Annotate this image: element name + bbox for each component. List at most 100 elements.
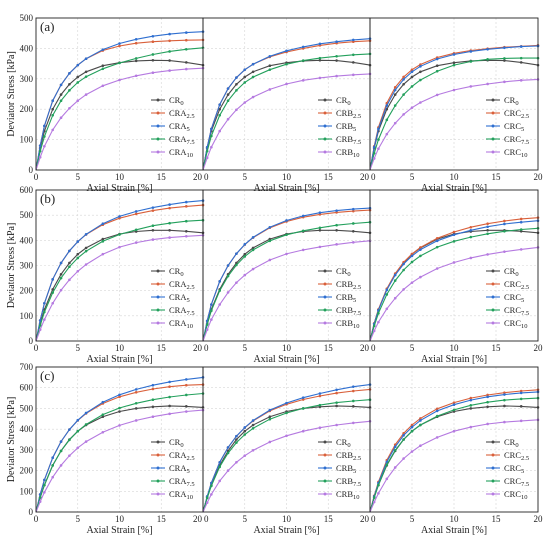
- data-point: [410, 70, 414, 74]
- data-point: [435, 93, 439, 97]
- data-point: [84, 70, 88, 74]
- data-point: [301, 45, 305, 49]
- legend-entry-base: CRA: [169, 108, 187, 118]
- data-point: [118, 44, 121, 48]
- data-point: [285, 434, 288, 438]
- data-point: [486, 58, 489, 61]
- data-point: [268, 68, 272, 71]
- data-point: [185, 61, 188, 64]
- data-point: [134, 228, 138, 232]
- data-point: [251, 267, 255, 271]
- data-point: [503, 57, 506, 60]
- data-point: [268, 88, 272, 91]
- x-tick-label: 20: [534, 343, 544, 353]
- legend-marker: [156, 479, 160, 483]
- data-point: [372, 145, 376, 149]
- data-point: [101, 430, 105, 434]
- legend-entry-subscript: 5: [521, 297, 524, 304]
- data-point: [352, 405, 355, 408]
- data-point: [435, 267, 439, 270]
- data-point: [385, 463, 389, 467]
- data-point: [352, 73, 355, 77]
- x-tick-label: 5: [76, 343, 81, 353]
- x-tick-label: 15: [492, 343, 502, 353]
- data-point: [318, 56, 322, 60]
- legend-entry-subscript: 2.5: [353, 284, 361, 291]
- data-point: [435, 239, 439, 243]
- legend-entry: CR0: [336, 266, 351, 278]
- data-point: [76, 269, 80, 273]
- y-tick-label: 0: [29, 507, 34, 517]
- data-point: [243, 243, 247, 246]
- y-tick-label: 100: [20, 311, 34, 321]
- data-point: [151, 40, 155, 44]
- data-point: [335, 223, 338, 227]
- data-point: [393, 466, 397, 469]
- legend-entry-subscript: 0: [347, 100, 350, 107]
- x-tick-label: 20: [360, 514, 370, 524]
- legend-entry-base: CR: [336, 95, 348, 105]
- data-point: [168, 412, 171, 416]
- data-point: [519, 79, 523, 82]
- data-point: [43, 318, 46, 321]
- data-point: [335, 40, 338, 44]
- data-point: [51, 113, 54, 117]
- y-tick-label: 200: [20, 466, 34, 476]
- data-point: [218, 289, 221, 292]
- legend-marker: [491, 308, 495, 312]
- legend-entry: CR0: [169, 95, 184, 107]
- x-tick-label: 20: [360, 172, 370, 182]
- data-point: [335, 55, 338, 58]
- data-point: [218, 303, 221, 306]
- data-point: [372, 329, 376, 333]
- data-point: [402, 93, 405, 96]
- data-point: [59, 99, 63, 102]
- legend-entry: CRA10: [169, 147, 193, 159]
- data-point: [251, 248, 255, 252]
- data-point: [435, 69, 439, 73]
- x-tick-label: 10: [282, 172, 292, 182]
- legend-marker: [491, 111, 495, 115]
- legend-entry-subscript: 0: [515, 100, 518, 107]
- panel-label: (a): [40, 19, 54, 34]
- data-point: [435, 436, 439, 439]
- data-point: [226, 469, 230, 472]
- legend-entry: CRB2.5: [336, 108, 361, 120]
- y-axis-label: Deviator Stress [kPa]: [6, 223, 17, 309]
- legend-entry-subscript: 10: [353, 152, 360, 159]
- data-point: [377, 492, 380, 495]
- legend-entry: CRA2.5: [169, 450, 195, 462]
- data-point: [68, 438, 71, 442]
- legend-entry-base: CRC: [504, 489, 521, 499]
- data-point: [51, 128, 54, 132]
- data-point: [168, 203, 171, 206]
- legend-marker: [491, 124, 495, 128]
- data-point: [519, 228, 523, 231]
- data-point: [285, 401, 288, 405]
- legend-marker: [323, 492, 327, 496]
- x-tick-label: 5: [243, 172, 248, 182]
- legend-entry: CRC7.5: [504, 476, 529, 488]
- legend-marker: [323, 321, 327, 325]
- data-point: [243, 433, 247, 436]
- data-point: [168, 206, 171, 210]
- data-point: [318, 245, 322, 249]
- data-point: [205, 323, 209, 326]
- legend-entry: CR0: [336, 437, 351, 449]
- legend-entry-base: CRB: [336, 305, 353, 315]
- legend-entry-subscript: 0: [515, 271, 518, 278]
- data-point: [235, 263, 238, 267]
- data-point: [486, 422, 489, 426]
- data-point: [76, 429, 80, 433]
- y-tick-label: 400: [20, 235, 34, 245]
- data-point: [118, 410, 121, 413]
- legend-marker: [156, 453, 160, 457]
- data-point: [59, 83, 63, 87]
- data-point: [168, 221, 171, 225]
- legend-entry: CR0: [504, 95, 519, 107]
- data-point: [410, 281, 414, 284]
- x-tick-label: 15: [324, 343, 334, 353]
- chart-group-a: Deviator Stress [kPa]0100200300400500CR0…: [6, 13, 543, 194]
